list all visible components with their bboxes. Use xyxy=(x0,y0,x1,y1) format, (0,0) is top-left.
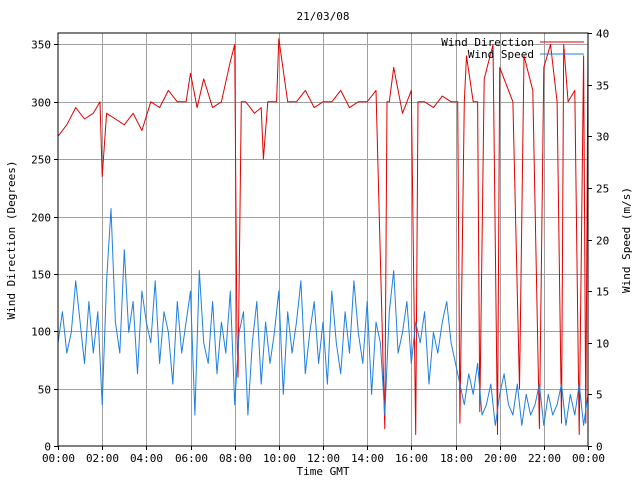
legend: Wind Direction Wind Speed xyxy=(441,36,584,61)
tick-labels: 00:00 02:00 04:00 06:00 08:00 10:00 12:00 14:00… xyxy=(31,28,609,466)
x-tick-label: 06:00 xyxy=(175,452,208,465)
ticks xyxy=(54,33,592,450)
chart-title: 21/03/08 xyxy=(297,10,350,23)
y-right-tick-label: 5 xyxy=(596,389,603,402)
x-tick-label: 12:00 xyxy=(307,452,340,465)
y-right-tick-label: 10 xyxy=(596,338,609,351)
x-tick-label: 22:00 xyxy=(528,452,561,465)
y-left-tick-label: 350 xyxy=(31,39,51,52)
y-right-tick-label: 40 xyxy=(596,28,609,41)
x-axis-label: Time GMT xyxy=(297,465,350,478)
series-layer xyxy=(57,38,589,435)
y-left-tick-label: 0 xyxy=(44,441,51,454)
x-tick-label: 00:00 xyxy=(572,452,605,465)
legend-label-direction: Wind Direction xyxy=(441,36,534,49)
legend-label-speed: Wind Speed xyxy=(468,48,534,61)
x-tick-label: 16:00 xyxy=(395,452,428,465)
x-tick-label: 18:00 xyxy=(440,452,473,465)
y-axis-right-label: Wind Speed (m/s) xyxy=(620,187,633,293)
x-tick-label: 08:00 xyxy=(219,452,252,465)
x-tick-label: 20:00 xyxy=(484,452,517,465)
y-right-tick-label: 25 xyxy=(596,183,609,196)
y-left-tick-label: 250 xyxy=(31,154,51,167)
x-tick-label: 02:00 xyxy=(86,452,119,465)
series-line-wind-direction xyxy=(57,38,589,435)
y-left-tick-label: 100 xyxy=(31,326,51,339)
series-line-wind-speed xyxy=(57,208,589,426)
y-left-tick-label: 50 xyxy=(38,384,51,397)
y-axis-left-label: Wind Direction (Degrees) xyxy=(5,161,18,320)
y-right-tick-label: 15 xyxy=(596,286,609,299)
x-tick-label: 04:00 xyxy=(130,452,163,465)
y-left-tick-label: 150 xyxy=(31,269,51,282)
y-right-tick-label: 0 xyxy=(596,441,603,454)
x-tick-label: 14:00 xyxy=(351,452,384,465)
y-left-tick-label: 200 xyxy=(31,212,51,225)
x-tick-label: 10:00 xyxy=(263,452,296,465)
y-right-tick-label: 30 xyxy=(596,131,609,144)
y-left-tick-label: 300 xyxy=(31,97,51,110)
y-right-tick-label: 20 xyxy=(596,235,609,248)
y-right-tick-label: 35 xyxy=(596,80,609,93)
x-tick-label: 00:00 xyxy=(42,452,75,465)
